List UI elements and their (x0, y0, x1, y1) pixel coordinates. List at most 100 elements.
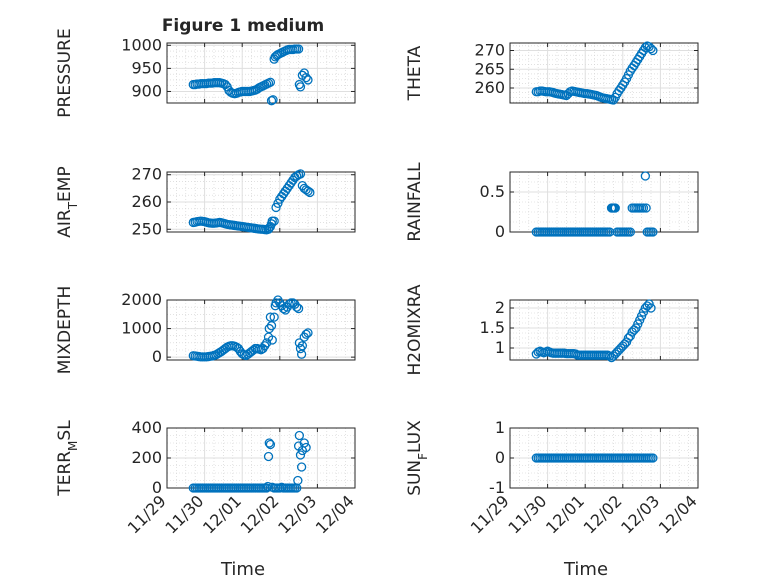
data-point (303, 75, 313, 85)
y-axis-label: RAINFALL (405, 162, 425, 242)
data-point (646, 303, 656, 313)
data-point (293, 303, 304, 314)
data-point (293, 475, 303, 486)
y-tick-label: 0 (152, 347, 162, 366)
data-point (294, 430, 305, 441)
data-point (268, 95, 278, 105)
axes-border (509, 299, 699, 361)
x-tick-label: 11/29 (124, 491, 170, 537)
data-point (269, 312, 279, 322)
data-point (295, 82, 306, 92)
x-tick-label: 12/01 (542, 491, 588, 537)
x-tick-label: 12/03 (617, 491, 663, 537)
x-tick-label: 11/30 (161, 491, 207, 537)
data-point (261, 338, 272, 348)
data-point (296, 462, 307, 472)
subplot-1: 900 950 1000 PRESSURE (55, 28, 356, 118)
y-tick-label: 1.5 (480, 318, 505, 337)
y-tick-label: 0 (495, 448, 505, 467)
x-tick-label: 12/03 (274, 491, 320, 537)
data-point (269, 216, 279, 226)
x-tick-label: 12/02 (237, 491, 283, 537)
y-axis-label: SUNFLUX (405, 420, 430, 496)
subplot-4: 0 0.5 RAINFALL (405, 162, 699, 242)
y-tick-label: 950 (131, 58, 162, 77)
y-axis-label: H2OMIXRA (405, 284, 425, 375)
axes-border (166, 299, 356, 361)
y-tick-label: 200 (131, 448, 162, 467)
y-tick-label: 2000 (121, 290, 162, 309)
data-point (265, 312, 276, 322)
y-tick-label: 0 (495, 222, 505, 241)
data-point (292, 302, 302, 312)
axes-border (166, 42, 356, 104)
data-point (640, 171, 651, 181)
x-tick-label: 11/30 (504, 491, 550, 537)
y-tick-label: 270 (474, 41, 505, 60)
data-point (303, 328, 313, 338)
data-point (264, 438, 274, 448)
data-point (646, 43, 656, 54)
y-tick-label: 2 (495, 298, 505, 317)
y-axis-label: TERRMSL (55, 420, 80, 497)
data-point (301, 442, 311, 453)
y-tick-label: 265 (474, 59, 505, 78)
y-tick-label: 270 (131, 165, 162, 184)
data-point (299, 68, 309, 78)
data-point (265, 77, 276, 87)
x-axis-label-right: Time (563, 559, 608, 580)
subplot-6: 11.52 H2OMIXRA (405, 284, 699, 376)
y-tick-label: 900 (131, 81, 162, 100)
axes-border (509, 42, 699, 104)
subplot-5: 0 1000 2000 MIXDEPTH (55, 286, 356, 375)
data-point (641, 203, 651, 213)
data-point (266, 96, 277, 106)
data-point (264, 323, 274, 334)
x-tick-label: 12/02 (580, 491, 626, 537)
data-point (638, 203, 649, 213)
data-point (263, 451, 274, 462)
data-point (299, 438, 309, 448)
data-point (265, 439, 276, 450)
data-point (648, 453, 658, 463)
y-tick-label: 1000 (121, 319, 162, 338)
y-tick-label: 0.5 (480, 182, 505, 201)
y-axis-label: AIRTEMP (55, 166, 80, 237)
y-axis-label: THETA (405, 45, 425, 101)
x-axis-label-left: Time (220, 559, 265, 580)
data-point (267, 335, 277, 345)
x-tick-label: 12/01 (199, 491, 245, 537)
data-point (301, 329, 311, 339)
data-point (266, 321, 277, 331)
data-point (610, 203, 620, 213)
data-point (305, 187, 315, 198)
data-point (648, 45, 658, 56)
data-point (293, 44, 304, 54)
y-tick-label: 260 (474, 78, 505, 97)
data-point (297, 341, 308, 351)
y-tick-label: 260 (131, 192, 162, 211)
y-axis-label: PRESSURE (55, 28, 75, 117)
x-tick-label: 12/04 (312, 491, 358, 537)
data-point (295, 169, 306, 179)
data-point (604, 351, 615, 361)
y-tick-label: 1 (495, 418, 505, 437)
x-tick-label: 12/04 (655, 491, 701, 537)
y-tick-label: 400 (131, 418, 162, 437)
y-tick-label: 1000 (121, 35, 162, 54)
y-tick-label: 250 (131, 219, 162, 238)
subplot-3: 250 260 270 AIRTEMP (55, 165, 356, 238)
data-point (303, 186, 313, 196)
data-point (648, 227, 658, 237)
figure-title: Figure 1 medium (162, 16, 324, 36)
y-axis-label: MIXDEPTH (55, 286, 75, 375)
data-point (295, 450, 306, 460)
data-point (294, 338, 305, 348)
y-tick-label: -1 (489, 478, 505, 497)
x-tick-label: 11/29 (467, 491, 513, 537)
